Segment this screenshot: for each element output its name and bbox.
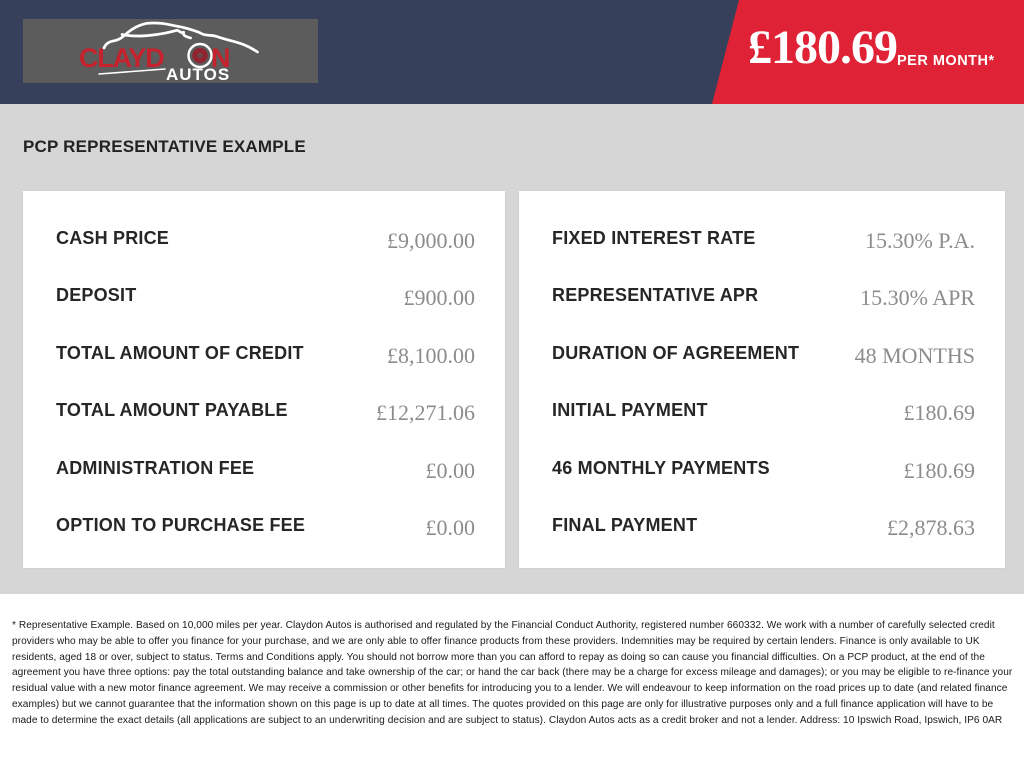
svg-text:AUTOS: AUTOS (166, 65, 230, 83)
svg-text:CLAYD: CLAYD (79, 43, 164, 73)
